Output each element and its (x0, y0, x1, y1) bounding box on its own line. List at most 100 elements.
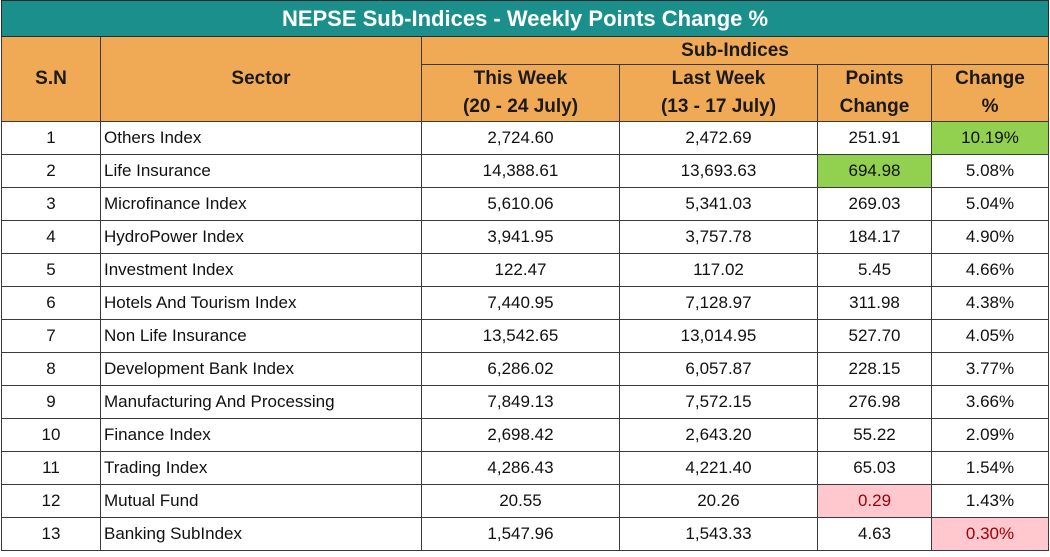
cell-points-change: 0.29 (817, 484, 932, 518)
cell-this-week: 1,547.96 (421, 517, 620, 551)
cell-this-week: 3,941.95 (421, 220, 620, 254)
cell-sn: 1 (1, 121, 101, 155)
cell-change-pct: 4.05% (930, 319, 1050, 353)
cell-last-week: 13,014.95 (619, 319, 818, 353)
cell-this-week: 13,542.65 (421, 319, 620, 353)
table-row: 12 Mutual Fund 20.55 20.26 0.29 1.43% (1, 484, 1050, 518)
header-last-week: Last Week (13 - 17 July) (619, 64, 818, 122)
cell-this-week: 7,849.13 (421, 385, 620, 419)
cell-this-week: 7,440.95 (421, 286, 620, 320)
cell-sn: 11 (1, 451, 101, 485)
table-row: 8 Development Bank Index 6,286.02 6,057.87 2… (1, 352, 1050, 386)
header-change-pct-line1: Change (955, 68, 1025, 89)
cell-change-pct: 5.08% (930, 154, 1050, 188)
header-change-pct: Change % (930, 64, 1050, 122)
cell-this-week: 2,724.60 (421, 121, 620, 155)
cell-last-week: 7,128.97 (619, 286, 818, 320)
cell-change-pct: 4.90% (930, 220, 1050, 254)
table-row: 10 Finance Index 2,698.42 2,643.20 55.22 2.09… (1, 418, 1050, 452)
cell-this-week: 14,388.61 (421, 154, 620, 188)
table-body: 1 Others Index 2,724.60 2,472.69 251.91 10.19… (1, 121, 1050, 551)
header-this-week: This Week (20 - 24 July) (421, 64, 620, 122)
cell-change-pct: 1.43% (930, 484, 1050, 518)
cell-points-change: 65.03 (817, 451, 932, 485)
header-last-week-label: Last Week (671, 68, 766, 89)
cell-sector: HydroPower Index (100, 220, 422, 254)
cell-sn: 5 (1, 253, 101, 287)
table-row: 9 Manufacturing And Processing 7,849.13 7,5… (1, 385, 1050, 419)
table-row: 13 Banking SubIndex 1,547.96 1,543.33 4.63 0.… (1, 517, 1050, 551)
cell-change-pct: 4.66% (930, 253, 1050, 287)
cell-last-week: 6,057.87 (619, 352, 818, 386)
cell-this-week: 6,286.02 (421, 352, 620, 386)
cell-sn: 8 (1, 352, 101, 386)
cell-sector: Life Insurance (100, 154, 422, 188)
cell-sector: Trading Index (100, 451, 422, 485)
cell-sn: 9 (1, 385, 101, 419)
cell-change-pct: 1.54% (930, 451, 1050, 485)
header-points-change: Points Change (817, 64, 932, 122)
header-this-week-label: This Week (473, 68, 568, 89)
cell-change-pct: 10.19% (930, 121, 1050, 155)
cell-change-pct: 0.30% (930, 517, 1050, 551)
cell-change-pct: 3.77% (930, 352, 1050, 386)
cell-last-week: 2,643.20 (619, 418, 818, 452)
header-sn: S.N (1, 36, 101, 122)
header-sub-indices: Sub-Indices (420, 36, 1050, 65)
cell-points-change: 5.45 (817, 253, 932, 287)
cell-points-change: 311.98 (817, 286, 932, 320)
cell-points-change: 55.22 (817, 418, 932, 452)
cell-last-week: 3,757.78 (619, 220, 818, 254)
cell-this-week: 4,286.43 (421, 451, 620, 485)
cell-sn: 12 (1, 484, 101, 518)
cell-sn: 6 (1, 286, 101, 320)
cell-points-change: 276.98 (817, 385, 932, 419)
cell-sn: 13 (1, 517, 101, 551)
cell-this-week: 2,698.42 (421, 418, 620, 452)
cell-last-week: 2,472.69 (619, 121, 818, 155)
cell-last-week: 20.26 (619, 484, 818, 518)
cell-last-week: 1,543.33 (619, 517, 818, 551)
cell-change-pct: 2.09% (930, 418, 1050, 452)
header-sector: Sector (100, 36, 422, 122)
table-row: 2 Life Insurance 14,388.61 13,693.63 694.98 5… (1, 154, 1050, 188)
table-row: 1 Others Index 2,724.60 2,472.69 251.91 10.19… (1, 121, 1050, 155)
cell-last-week: 5,341.03 (619, 187, 818, 221)
cell-last-week: 117.02 (619, 253, 818, 287)
cell-last-week: 4,221.40 (619, 451, 818, 485)
cell-points-change: 269.03 (817, 187, 932, 221)
cell-this-week: 122.47 (421, 253, 620, 287)
cell-sector: Microfinance Index (100, 187, 422, 221)
cell-sn: 10 (1, 418, 101, 452)
cell-sn: 2 (1, 154, 101, 188)
cell-this-week: 5,610.06 (421, 187, 620, 221)
cell-sector: Investment Index (100, 253, 422, 287)
cell-points-change: 527.70 (817, 319, 932, 353)
cell-last-week: 7,572.15 (619, 385, 818, 419)
cell-points-change: 4.63 (817, 517, 932, 551)
table-row: 6 Hotels And Tourism Index 7,440.95 7,128.9… (1, 286, 1050, 320)
header-last-week-range: (13 - 17 July) (660, 96, 777, 117)
header-points-change-line2: Change (839, 96, 910, 117)
cell-sector: Banking SubIndex (100, 517, 422, 551)
cell-points-change: 228.15 (817, 352, 932, 386)
header-change-pct-line2: % (981, 96, 999, 117)
cell-sector: Development Bank Index (100, 352, 422, 386)
cell-last-week: 13,693.63 (619, 154, 818, 188)
cell-sector: Manufacturing And Processing (100, 385, 422, 419)
cell-sn: 7 (1, 319, 101, 353)
header-this-week-range: (20 - 24 July) (462, 96, 579, 117)
table-row: 4 HydroPower Index 3,941.95 3,757.78 184.17 4… (1, 220, 1050, 254)
cell-points-change: 184.17 (817, 220, 932, 254)
header-points-change-line1: Points (845, 68, 904, 89)
table-row: 11 Trading Index 4,286.43 4,221.40 65.03 1.54… (1, 451, 1050, 485)
cell-change-pct: 4.38% (930, 286, 1050, 320)
cell-sector: Hotels And Tourism Index (100, 286, 422, 320)
cell-change-pct: 5.04% (930, 187, 1050, 221)
table-row: 5 Investment Index 122.47 117.02 5.45 4.66% (1, 253, 1050, 287)
cell-sector: Mutual Fund (100, 484, 422, 518)
cell-points-change: 251.91 (817, 121, 932, 155)
cell-sector: Finance Index (100, 418, 422, 452)
cell-this-week: 20.55 (421, 484, 620, 518)
cell-sn: 4 (1, 220, 101, 254)
